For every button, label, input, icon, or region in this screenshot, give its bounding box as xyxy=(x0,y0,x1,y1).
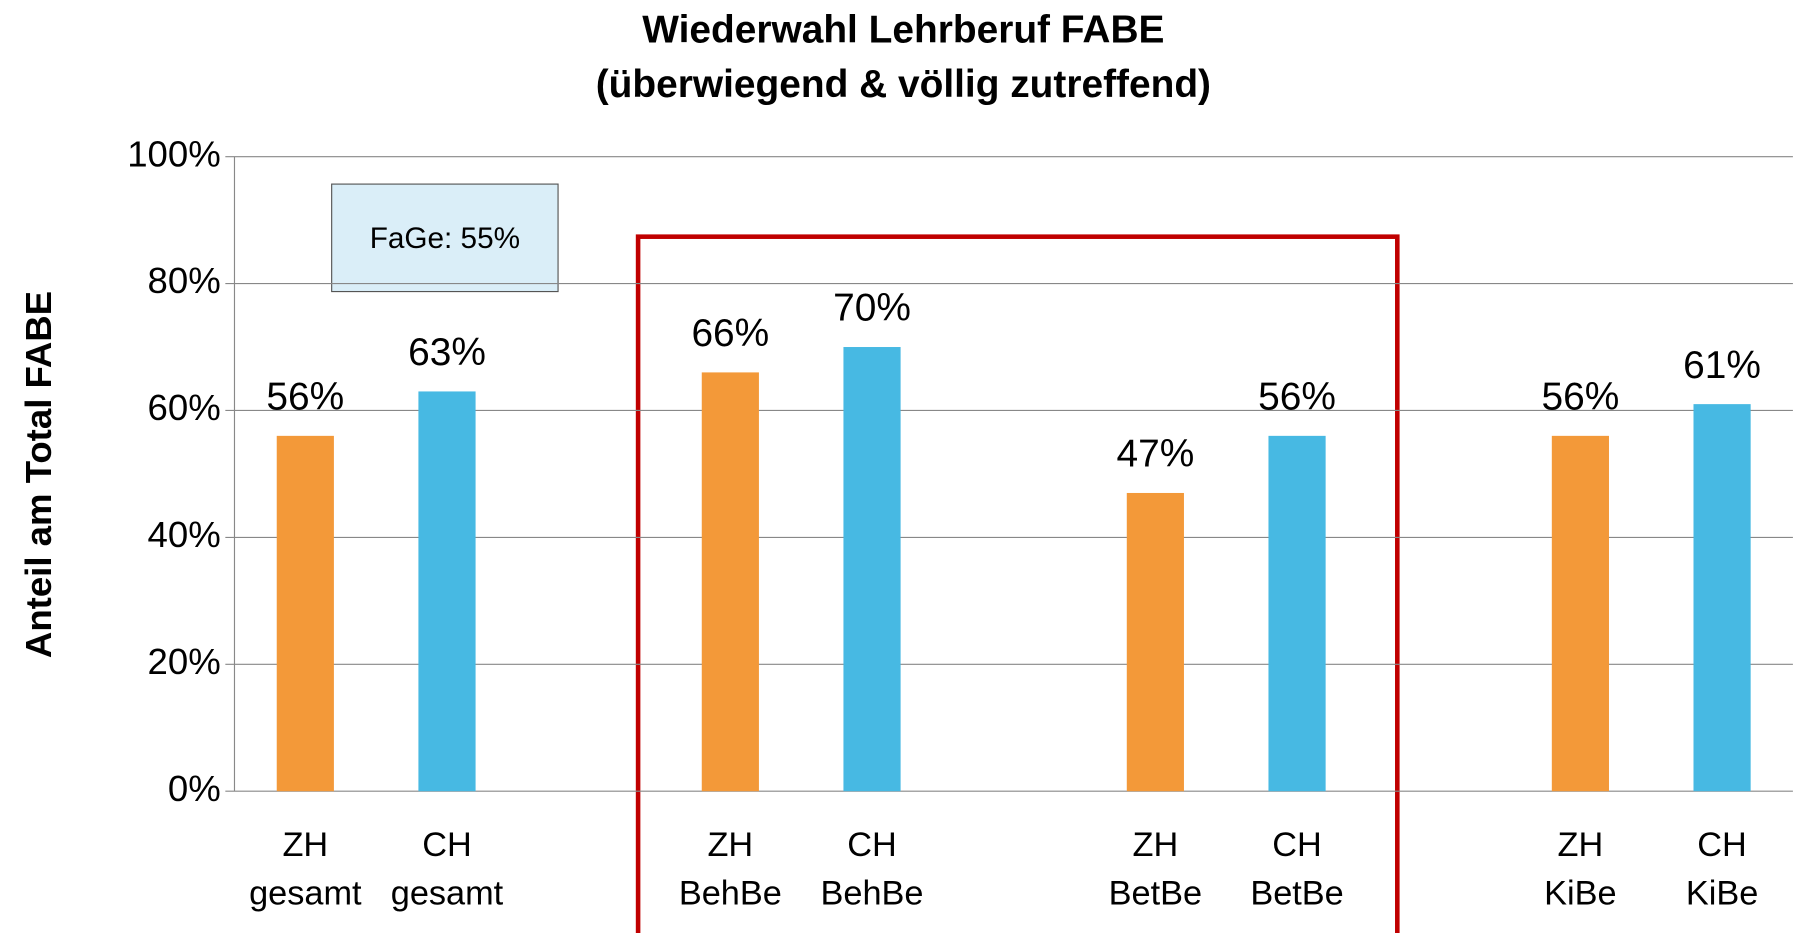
data-label: 66% xyxy=(691,312,769,355)
data-label: 47% xyxy=(1116,433,1194,476)
y-tick-label: 40% xyxy=(148,514,221,555)
x-tick-label: ZH BetBe xyxy=(1109,826,1202,912)
bar xyxy=(418,391,476,792)
chart-subtitle: (überwiegend & völlig zutreffend) xyxy=(596,63,1211,106)
y-tick-label: 0% xyxy=(168,768,221,809)
data-label: 56% xyxy=(266,376,344,419)
data-label: 56% xyxy=(1542,376,1620,419)
x-tick-label: ZH gesamt xyxy=(249,826,362,912)
bar xyxy=(276,435,334,792)
y-tick-label: 100% xyxy=(127,133,221,174)
x-tick-label: CH BetBe xyxy=(1250,826,1343,912)
bar xyxy=(1551,435,1609,792)
bar xyxy=(701,372,759,792)
x-tick-label: ZH BehBe xyxy=(679,826,782,912)
data-label: 63% xyxy=(408,331,486,374)
annotation: FaGe: 55% xyxy=(370,222,520,255)
y-tick-label: 80% xyxy=(148,260,221,301)
bar xyxy=(1268,435,1326,792)
y-tick-label: 60% xyxy=(148,387,221,428)
chart-title: Wiederwahl Lehrberuf FABE xyxy=(642,8,1164,51)
bar xyxy=(843,347,901,792)
data-label: 56% xyxy=(1258,376,1336,419)
x-tick-label: CH KiBe xyxy=(1686,826,1758,912)
x-tick-label: CH BehBe xyxy=(821,826,924,912)
x-tick-label: CH gesamt xyxy=(391,826,504,912)
bar xyxy=(1126,492,1184,792)
highlight-frame xyxy=(635,234,1400,933)
x-tick-label: ZH KiBe xyxy=(1544,826,1616,912)
bar xyxy=(1693,404,1751,792)
y-tick-label: 20% xyxy=(148,641,221,682)
data-label: 70% xyxy=(833,287,911,330)
data-label: 61% xyxy=(1683,344,1761,387)
annotation-box xyxy=(331,183,559,293)
y-axis-title: Anteil am Total FABE xyxy=(18,291,59,658)
